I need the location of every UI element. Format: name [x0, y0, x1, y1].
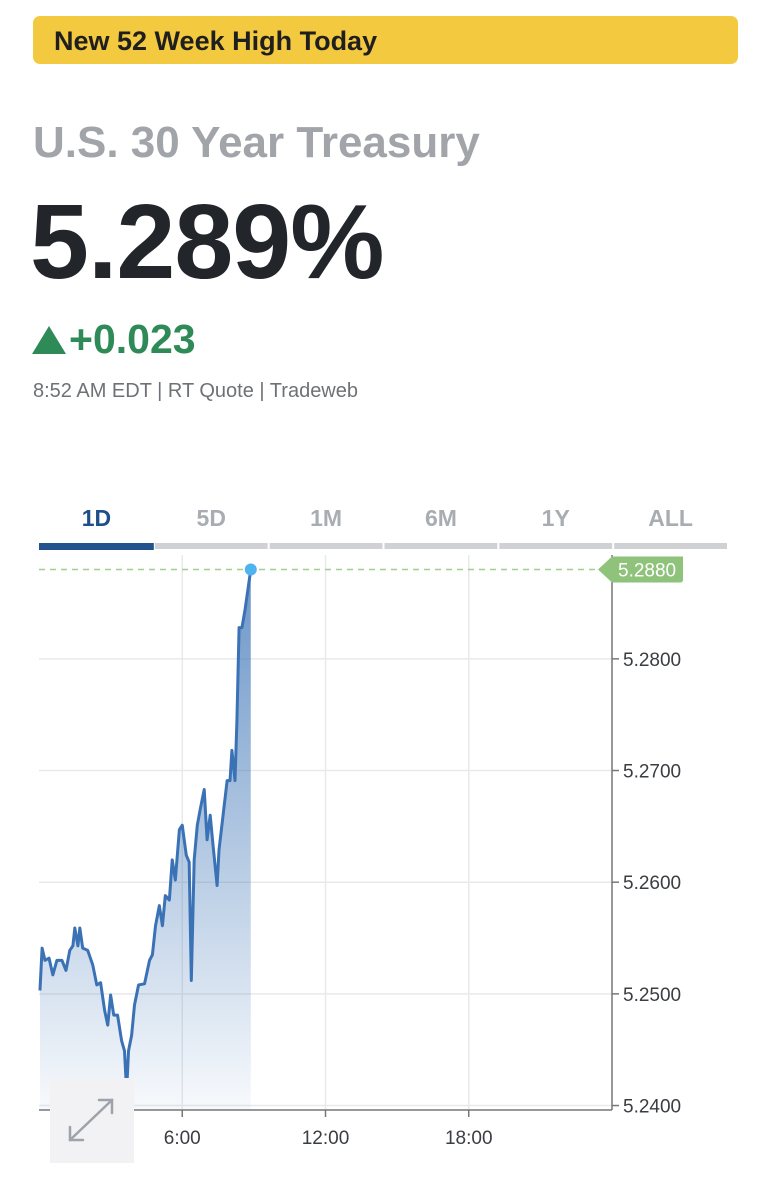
chart: 1D 5D 1M 6M 1Y ALL 5.2400 5.2500 5.2600 5.2700 5.… — [38, 505, 727, 1163]
tab-underline — [154, 543, 268, 549]
x-tick-label: 6:00 — [164, 1128, 201, 1149]
tab[interactable]: 5D — [197, 505, 226, 531]
price: 5.289% — [30, 183, 385, 301]
tab-underline — [499, 543, 613, 549]
area — [39, 569, 251, 1110]
tab[interactable]: 1M — [310, 505, 342, 531]
x-tick-label: 12:00 — [302, 1128, 350, 1149]
y-tick-label: 5.2800 — [623, 650, 681, 671]
y-tick-label: 5.2700 — [623, 762, 681, 783]
current-dot — [244, 563, 257, 576]
tab[interactable]: 1Y — [542, 505, 570, 531]
tab-underline — [269, 543, 383, 549]
banner-text: New 52 Week High Today — [54, 26, 378, 56]
change: +0.023 — [32, 316, 196, 363]
expand-button[interactable] — [50, 1078, 134, 1163]
line — [38, 569, 253, 1093]
tab[interactable]: ALL — [648, 505, 693, 531]
up-arrow — [32, 326, 66, 354]
tab[interactable]: 1D — [82, 505, 111, 531]
change-value: +0.023 — [69, 316, 196, 362]
y-tick-label: 5.2500 — [623, 985, 681, 1006]
y-tick-label: 5.2600 — [623, 873, 681, 894]
current-tag — [598, 556, 683, 583]
banner: New 52 Week High Today — [33, 16, 738, 64]
quote-info: 8:52 AM EDT | RT Quote | Tradeweb — [33, 380, 358, 402]
tab[interactable]: 6M — [425, 505, 457, 531]
tab-underline — [614, 543, 727, 549]
current-label: 5.2880 — [618, 561, 676, 582]
tab-underline — [39, 543, 154, 550]
security-title: U.S. 30 Year Treasury — [33, 118, 480, 167]
y-tick-label: 5.2400 — [623, 1097, 681, 1118]
tab-underline — [384, 543, 498, 549]
x-tick-label: 18:00 — [445, 1128, 493, 1149]
